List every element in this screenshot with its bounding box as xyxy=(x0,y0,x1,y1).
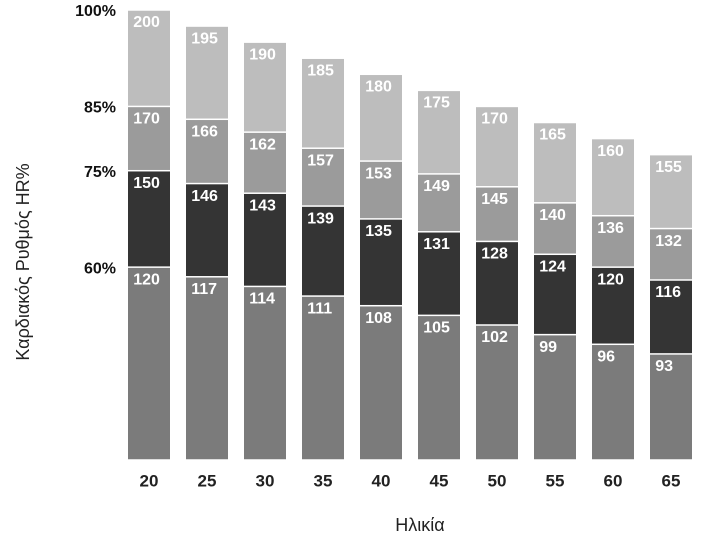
data-label: 143 xyxy=(249,197,276,214)
data-label: 162 xyxy=(249,136,276,153)
data-label: 120 xyxy=(133,271,160,288)
data-label: 108 xyxy=(365,310,392,327)
series-label: 100% xyxy=(75,3,116,20)
series-label: 75% xyxy=(84,164,116,181)
data-label: 136 xyxy=(597,220,624,237)
x-axis-title: Ηλικία xyxy=(395,515,444,535)
data-label: 145 xyxy=(481,191,508,208)
data-label: 135 xyxy=(365,223,392,240)
data-label: 139 xyxy=(307,210,334,227)
x-tick-label: 40 xyxy=(372,471,391,490)
bar xyxy=(358,304,404,461)
bar xyxy=(474,324,520,461)
bar xyxy=(648,353,694,461)
bar xyxy=(416,314,462,461)
data-label: 170 xyxy=(133,111,160,128)
data-label: 155 xyxy=(655,159,682,176)
bar xyxy=(184,276,230,461)
data-label: 157 xyxy=(307,152,334,169)
data-label: 128 xyxy=(481,246,508,263)
x-tick-label: 60 xyxy=(604,471,623,490)
data-label: 102 xyxy=(481,329,508,346)
x-tick-label: 50 xyxy=(488,471,507,490)
data-label: 132 xyxy=(655,233,682,250)
bar xyxy=(126,266,172,461)
data-label: 166 xyxy=(191,124,218,141)
data-label: 131 xyxy=(423,236,450,253)
data-label: 116 xyxy=(655,284,681,301)
bar xyxy=(590,343,636,461)
data-label: 153 xyxy=(365,165,392,182)
bar xyxy=(242,285,288,461)
series-label: 60% xyxy=(84,260,116,277)
x-tick-label: 30 xyxy=(256,471,275,490)
data-label: 190 xyxy=(249,46,276,63)
data-label: 170 xyxy=(481,111,508,128)
data-label: 111 xyxy=(307,300,332,317)
data-label: 185 xyxy=(307,62,334,79)
data-label: 180 xyxy=(365,79,392,96)
x-tick-label: 35 xyxy=(314,471,333,490)
data-label: 93 xyxy=(655,358,673,375)
x-tick-label: 25 xyxy=(198,471,217,490)
data-label: 105 xyxy=(423,320,450,337)
x-tick-label: 20 xyxy=(140,471,159,490)
data-label: 114 xyxy=(249,291,275,308)
data-label: 140 xyxy=(539,207,566,224)
x-tick-label: 65 xyxy=(662,471,681,490)
data-label: 200 xyxy=(133,14,160,31)
y-axis-title: Καρδιακός Ρυθμός HR% xyxy=(13,163,33,360)
data-label: 124 xyxy=(539,259,566,276)
data-label: 146 xyxy=(191,188,218,205)
data-label: 150 xyxy=(133,175,160,192)
series-label: 85% xyxy=(84,100,116,117)
x-tick-label: 55 xyxy=(546,471,565,490)
x-tick-label: 45 xyxy=(430,471,449,490)
data-label: 120 xyxy=(597,271,624,288)
data-label: 96 xyxy=(597,349,615,366)
data-label: 99 xyxy=(539,339,557,356)
bar xyxy=(532,333,578,461)
bar xyxy=(300,295,346,461)
data-label: 160 xyxy=(597,143,624,160)
data-label: 117 xyxy=(191,281,217,298)
data-label: 149 xyxy=(423,178,450,195)
data-label: 165 xyxy=(539,127,566,144)
data-label: 175 xyxy=(423,95,450,112)
data-label: 195 xyxy=(191,30,218,47)
